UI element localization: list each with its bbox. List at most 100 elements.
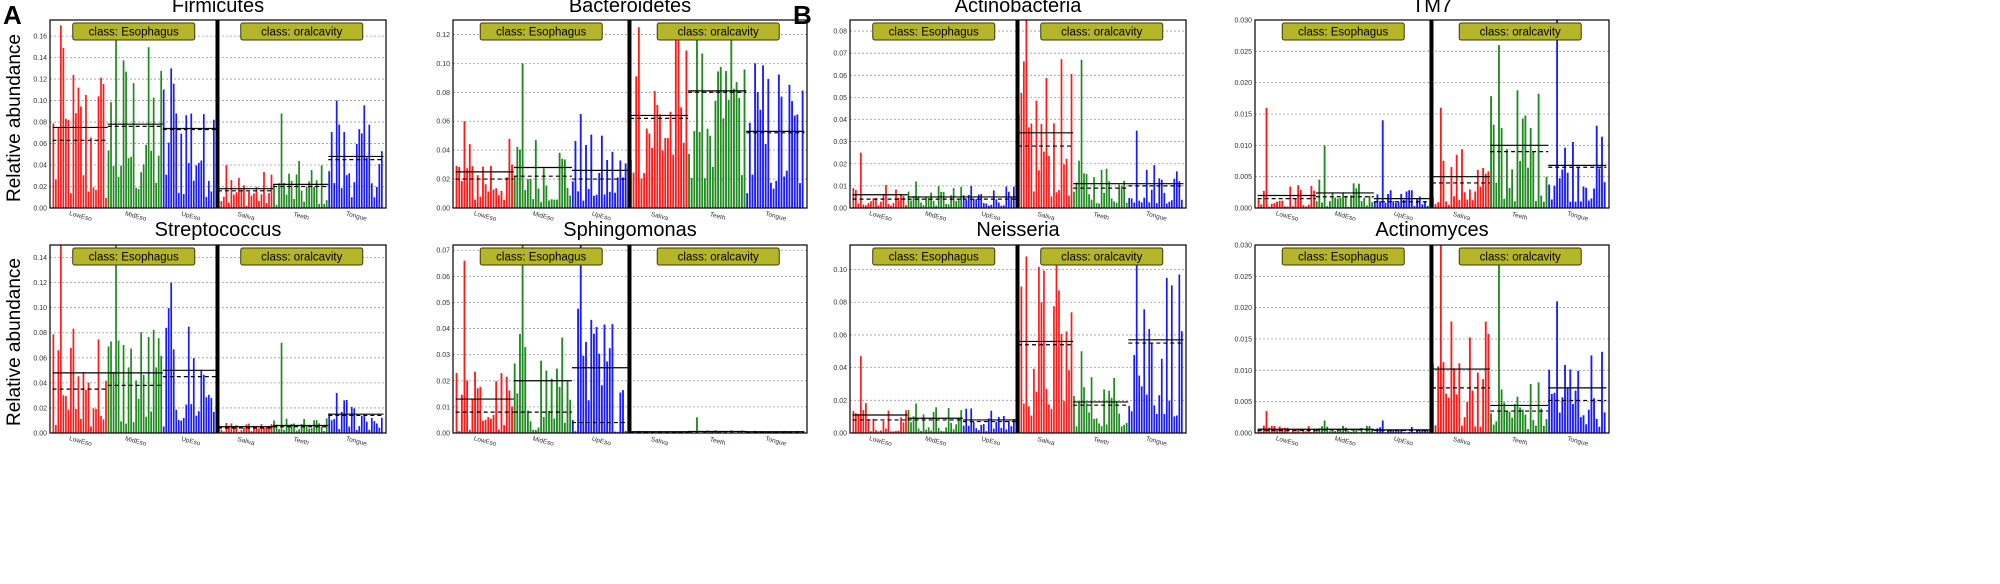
bar [365,157,368,208]
y-tick-label: 0.08 [33,120,47,127]
class-badge-label: class: Esophagus [1298,252,1388,264]
y-tick-label: 0.05 [436,300,450,307]
bar [195,165,198,208]
bar [945,427,947,433]
bar [995,199,998,208]
bar [526,179,529,208]
bar [1155,413,1158,433]
bar [870,201,872,208]
y-tick-label: 0.10 [33,305,47,312]
bar [942,431,945,433]
bar [260,194,263,208]
x-tick-label: Tongue [1145,435,1168,447]
bar [250,431,253,433]
bar [212,411,215,433]
bar [250,195,253,208]
bar [1070,312,1073,433]
bar-group-saliva [218,422,274,433]
bar [574,140,577,208]
y-tick-label: 0.08 [436,90,450,97]
bar [1545,419,1548,433]
class-badge [240,22,364,41]
bar [353,182,356,208]
bar [328,171,331,208]
bar [380,417,383,433]
bar [1085,403,1088,433]
bar-group-saliva [1432,107,1491,208]
bar-group-tongue [746,63,805,209]
class-badge-label: class: oralcavity [261,252,342,264]
bar [160,70,163,208]
bar [1516,90,1519,208]
bar [519,149,521,208]
y-tick-label: 0.005 [1234,399,1252,406]
bar [305,425,308,433]
bar [245,205,248,208]
bar [253,193,255,208]
bar [165,174,168,208]
x-tick-label: LowEso [68,435,93,448]
bar [340,411,343,433]
bar [1527,429,1529,433]
bar [582,200,585,208]
bar [1075,426,1078,433]
bar [1135,130,1138,208]
bar [70,347,72,433]
bar [1323,145,1326,208]
bar [55,179,57,208]
bar [1095,418,1098,433]
bar [1416,429,1418,433]
bar [57,350,60,433]
bar [182,193,185,208]
bar [666,138,669,208]
bar [870,431,872,433]
x-tick-label: Tongue [1145,210,1168,222]
bar [1060,59,1063,209]
panel-label-a: A [3,0,22,30]
y-tick-label: 0.00 [436,206,450,213]
bar [132,83,135,208]
bar-group-saliva [630,27,689,209]
bar [85,94,87,208]
bar [890,205,892,208]
bar [1479,426,1482,433]
bar [1331,192,1334,208]
bar [1165,203,1168,208]
bar [965,408,968,433]
bar [1524,414,1527,433]
bar [280,113,283,208]
bar [170,282,173,433]
bar [140,332,142,433]
bar [1339,429,1342,433]
bar [60,245,62,433]
bar [1100,169,1103,208]
bar [363,414,366,433]
bar [925,429,927,433]
bar [1564,147,1566,208]
bar [882,194,885,208]
bar [195,415,198,433]
class-badge-label: class: oralcavity [1061,252,1142,264]
bar [313,420,315,433]
bar [1521,409,1524,433]
bar [698,131,701,208]
bar [290,423,293,433]
y-tick-label: 0.020 [1234,80,1252,87]
bar [1294,198,1297,208]
bar [353,408,356,433]
bar [97,339,100,433]
bar [516,393,519,433]
bar [511,406,513,433]
bar [1405,191,1408,208]
bar [962,195,965,208]
bar [1363,197,1366,208]
bar [1355,188,1358,208]
bar [303,201,305,208]
bar [922,414,925,433]
bar [175,113,178,208]
bar [1381,420,1384,433]
bar [524,346,527,433]
bar [975,199,978,208]
y-tick-label: 0.10 [436,61,450,68]
bar [1033,368,1035,433]
